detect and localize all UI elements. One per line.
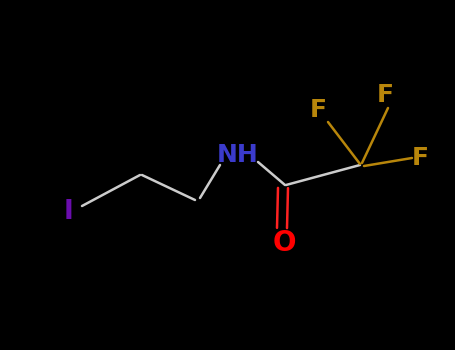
Text: F: F <box>309 98 327 122</box>
Text: NH: NH <box>217 143 259 167</box>
Text: I: I <box>63 199 73 225</box>
Text: F: F <box>411 146 429 170</box>
Text: F: F <box>376 83 394 107</box>
Text: O: O <box>272 229 296 257</box>
